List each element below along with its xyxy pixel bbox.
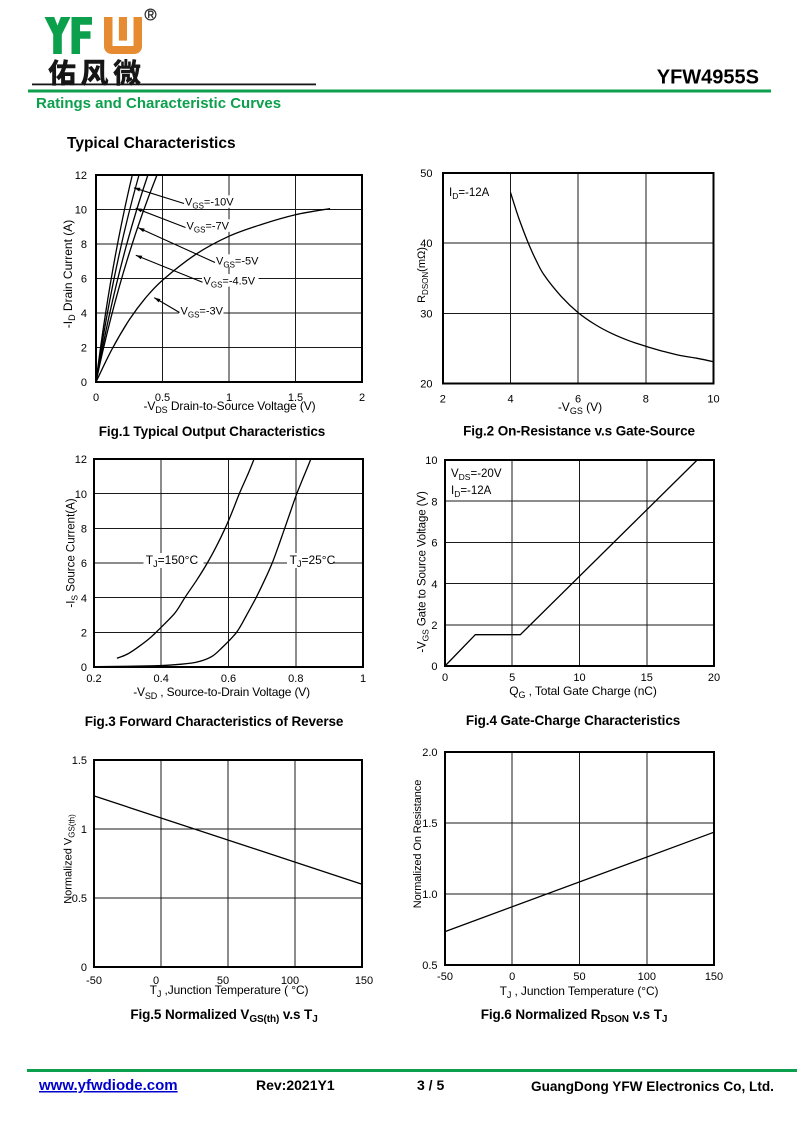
svg-text:12: 12 [75,454,87,466]
svg-text:10: 10 [707,394,719,406]
svg-text:0: 0 [81,962,87,974]
svg-text:GuangDong YFW Electronics Co,: GuangDong YFW Electronics Co, Ltd. [531,1079,774,1094]
svg-text:8: 8 [81,524,87,536]
svg-text:10: 10 [75,489,87,501]
svg-text:ID=-12A: ID=-12A [449,187,490,201]
svg-text:50: 50 [573,971,585,983]
svg-text:4: 4 [81,593,87,605]
svg-text:Fig.1 Typical Output Character: Fig.1 Typical Output Characteristics [99,424,325,439]
svg-text:Fig.2 On-Resistance v.s Gate-S: Fig.2 On-Resistance v.s Gate-Source [463,424,695,439]
svg-text:1: 1 [226,392,232,404]
svg-text:QG , Total Gate Charge (nC): QG , Total Gate Charge (nC) [509,684,657,700]
svg-text:50: 50 [420,168,432,180]
svg-text:www.yfwdiode.com: www.yfwdiode.com [38,1077,178,1094]
svg-text:100: 100 [281,975,299,987]
svg-text:Fig.3 Forward Characteristics: Fig.3 Forward Characteristics of Reverse [85,714,344,729]
svg-text:150: 150 [705,971,723,983]
svg-text:TJ ,Junction Temperature ( °C): TJ ,Junction Temperature ( °C) [150,983,309,999]
svg-text:2: 2 [431,620,437,632]
svg-text:150: 150 [355,975,373,987]
svg-text:12: 12 [75,170,87,182]
svg-text:15: 15 [641,672,653,684]
svg-text:8: 8 [643,394,649,406]
svg-text:Normalized VGS(th): Normalized VGS(th) [63,814,77,904]
svg-text:6: 6 [81,274,87,286]
svg-text:ID=-12A: ID=-12A [451,485,492,499]
svg-text:VGS=-5V: VGS=-5V [216,256,259,270]
svg-text:Typical Characteristics: Typical Characteristics [67,135,236,152]
svg-text:Fig.5 Normalized VGS(th) v.s T: Fig.5 Normalized VGS(th) v.s TJ [130,1007,317,1025]
svg-text:0.4: 0.4 [154,673,169,685]
svg-text:-IS Source Current(A): -IS Source Current(A) [66,498,80,607]
svg-text:Ratings and Characteristic Cur: Ratings and Characteristic Curves [36,95,281,112]
svg-text:Fig.4 Gate-Charge Characterist: Fig.4 Gate-Charge Characteristics [466,713,680,728]
svg-text:4: 4 [81,308,87,320]
svg-text:0: 0 [93,392,99,404]
svg-text:10: 10 [425,455,437,467]
svg-text:RDSON(mΩ): RDSON(mΩ) [416,247,430,303]
svg-text:30: 30 [420,309,432,321]
svg-text:0: 0 [431,661,437,673]
svg-text:10: 10 [75,205,87,217]
svg-text:1.5: 1.5 [72,755,87,767]
svg-text:20: 20 [420,379,432,391]
svg-text:TJ=25°C: TJ=25°C [290,553,336,569]
svg-text:0.6: 0.6 [221,673,236,685]
svg-text:2: 2 [81,343,87,355]
svg-text:Rev:2021Y1: Rev:2021Y1 [256,1077,335,1093]
svg-text:20: 20 [708,672,720,684]
svg-text:6: 6 [81,558,87,570]
svg-text:0: 0 [442,672,448,684]
svg-text:50: 50 [217,975,229,987]
svg-text:8: 8 [81,239,87,251]
svg-text:VGS=-3V: VGS=-3V [181,306,224,320]
svg-text:-50: -50 [437,971,453,983]
svg-text:-50: -50 [86,975,102,987]
svg-text:-VSD , Source-to-Drain Voltage: -VSD , Source-to-Drain Voltage (V) [133,685,310,701]
svg-text:VDS=-20V: VDS=-20V [451,468,502,482]
svg-text:YFW4955S: YFW4955S [657,67,759,89]
svg-text:TJ , Junction Temperature (°C): TJ , Junction Temperature (°C) [500,984,659,1000]
svg-text:2: 2 [440,394,446,406]
svg-text:40: 40 [420,238,432,250]
svg-text:1.0: 1.0 [422,889,437,901]
svg-text:5: 5 [509,672,515,684]
svg-text:-VGS (V): -VGS (V) [558,400,602,416]
svg-text:0: 0 [509,971,515,983]
svg-text:1: 1 [360,673,366,685]
svg-text:0: 0 [153,975,159,987]
svg-text:6: 6 [575,394,581,406]
svg-text:8: 8 [431,496,437,508]
svg-text:4: 4 [507,394,513,406]
svg-text:Normalized On Resistance: Normalized On Resistance [412,780,424,908]
svg-text:6: 6 [431,538,437,550]
svg-text:4: 4 [431,579,437,591]
svg-text:-VGS Gate to Source Voltage (V: -VGS Gate to Source Voltage (V) [417,491,431,653]
svg-text:10: 10 [573,672,585,684]
svg-text:0.2: 0.2 [86,673,101,685]
svg-text:0.5: 0.5 [155,392,170,404]
svg-text:0.5: 0.5 [72,893,87,905]
svg-text:TJ=150°C: TJ=150°C [146,553,199,569]
svg-text:Fig.6 Normalized RDSON v.s TJ: Fig.6 Normalized RDSON v.s TJ [481,1007,668,1025]
svg-text:0.5: 0.5 [422,960,437,972]
svg-text:0.8: 0.8 [288,673,303,685]
svg-text:2.0: 2.0 [422,747,437,759]
svg-text:1.5: 1.5 [422,818,437,830]
svg-text:0: 0 [81,377,87,389]
svg-text:VGS=-7V: VGS=-7V [187,221,230,235]
svg-text:2: 2 [359,392,365,404]
svg-text:0: 0 [81,662,87,674]
svg-text:3 / 5: 3 / 5 [417,1077,444,1093]
svg-text:-VDS Drain-to-Source Voltage (: -VDS Drain-to-Source Voltage (V) [143,399,315,415]
svg-text:100: 100 [638,971,656,983]
svg-text:2: 2 [81,628,87,640]
svg-text:-ID Drain Current (A): -ID Drain Current (A) [61,220,77,329]
svg-text:1.5: 1.5 [288,392,303,404]
svg-text:1: 1 [81,824,87,836]
